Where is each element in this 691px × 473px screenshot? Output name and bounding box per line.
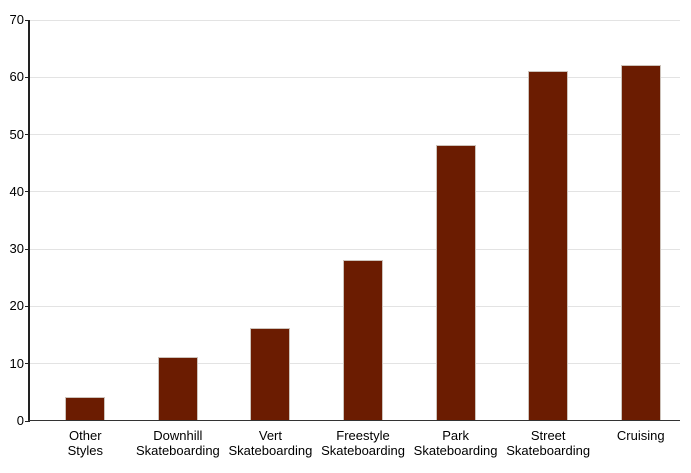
gridline — [30, 134, 680, 136]
x-axis-category-label: Vert Skateboarding — [228, 428, 313, 458]
y-axis-tick — [25, 363, 30, 365]
x-axis-category-label: Other Styles — [67, 428, 103, 458]
gridline — [30, 191, 680, 193]
y-axis-tick — [25, 134, 30, 136]
bar-other-styles — [65, 397, 106, 420]
y-axis-tick — [25, 191, 30, 193]
y-axis-tick-label: 40 — [9, 183, 24, 199]
bar-slot — [502, 20, 595, 420]
x-axis-category-label: Park Skateboarding — [413, 428, 498, 458]
x-axis-line — [28, 420, 680, 421]
plot-area — [30, 20, 687, 420]
gridline — [30, 76, 680, 78]
x-axis-labels: Other Styles Downhill Skateboarding Vert S… — [30, 421, 687, 458]
gridline — [30, 248, 680, 250]
y-axis-tick — [25, 76, 30, 78]
y-axis-tick-label: 20 — [9, 298, 24, 314]
bar-downhill-skateboarding — [157, 357, 198, 420]
bar-street-skateboarding — [528, 70, 569, 420]
y-axis-tick-label: 10 — [9, 355, 24, 371]
x-axis-category-label: Street Skateboarding — [506, 428, 591, 458]
bar-cruising — [620, 64, 661, 420]
bar-park-skateboarding — [435, 145, 476, 420]
bar-slot — [317, 20, 410, 420]
y-axis-tick — [25, 19, 30, 21]
x-axis-category-label: Cruising — [616, 428, 665, 443]
x-axis-category-label: Freestyle Skateboarding — [321, 428, 405, 458]
y-axis-tick-label: 70 — [9, 12, 24, 27]
y-axis-tick-label: 50 — [9, 126, 24, 142]
y-axis-tick — [25, 305, 30, 307]
bar-slot — [409, 20, 502, 420]
bar-freestyle-skateboarding — [343, 259, 384, 420]
bar-slot — [39, 20, 132, 420]
bar-slot — [594, 20, 687, 420]
bar-slot — [132, 20, 225, 420]
y-axis-tick — [25, 420, 30, 422]
bar-vert-skateboarding — [250, 328, 291, 420]
y-axis-tick-label: 0 — [16, 413, 24, 428]
y-axis-tick — [25, 248, 30, 250]
gridline — [30, 19, 680, 21]
bar-slot — [224, 20, 317, 420]
y-axis-tick-label: 60 — [9, 69, 24, 85]
x-axis-category-label: Downhill Skateboarding — [135, 428, 220, 458]
y-axis-tick-label: 30 — [9, 241, 24, 257]
y-axis-line — [28, 20, 30, 421]
